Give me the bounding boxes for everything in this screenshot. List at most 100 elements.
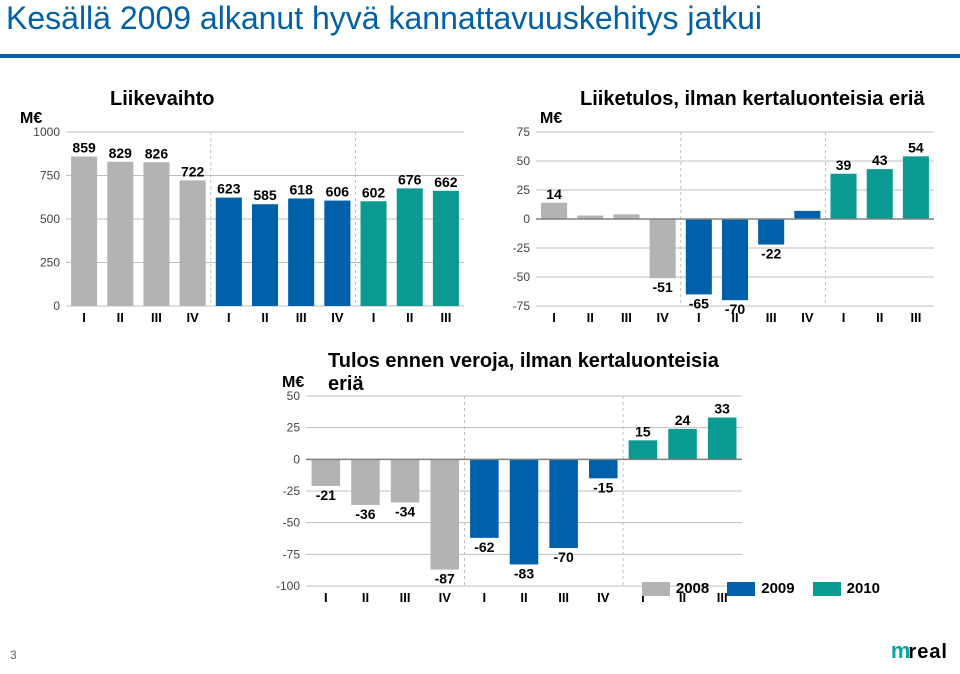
svg-text:I: I [842, 310, 846, 325]
svg-text:-87: -87 [435, 571, 455, 587]
svg-text:II: II [520, 590, 527, 605]
svg-text:-34: -34 [395, 503, 415, 519]
svg-text:I: I [372, 310, 376, 325]
chart-liiketulos: Liiketulos, ilman kertaluonteisia eriä M… [490, 88, 940, 328]
svg-text:I: I [697, 310, 701, 325]
svg-text:I: I [552, 310, 556, 325]
title-rule [0, 54, 960, 58]
svg-text:IV: IV [656, 310, 669, 325]
legend-swatch-2010 [813, 582, 841, 596]
svg-text:33: 33 [714, 401, 730, 417]
legend-item-2010: 2010 [813, 580, 880, 597]
svg-text:25: 25 [517, 183, 531, 197]
chart-tulos: Tulos ennen veroja, ilman kertaluonteisi… [250, 350, 750, 610]
legend: 2008 2009 2010 [642, 580, 880, 597]
svg-text:-75: -75 [513, 299, 531, 313]
svg-text:IV: IV [331, 310, 344, 325]
legend-swatch-2009 [727, 582, 755, 596]
svg-text:III: III [296, 310, 307, 325]
svg-text:0: 0 [523, 212, 530, 226]
svg-text:II: II [587, 310, 594, 325]
svg-text:IV: IV [597, 590, 610, 605]
svg-text:-75: -75 [283, 547, 301, 561]
svg-text:-25: -25 [513, 241, 531, 255]
slide: { "title": "Kesällä 2009 alkanut hyvä ka… [0, 0, 960, 674]
chart1-svg: 02505007501000859I829II826III722IV623I58… [20, 88, 470, 328]
svg-text:662: 662 [434, 174, 458, 190]
logo: mreal [891, 638, 948, 664]
chart3-axis-title: M€ [282, 374, 304, 392]
svg-text:829: 829 [109, 145, 133, 161]
svg-text:III: III [440, 310, 451, 325]
svg-text:722: 722 [181, 163, 205, 179]
chart1-title: Liikevaihto [110, 88, 214, 111]
svg-text:-15: -15 [593, 479, 613, 495]
legend-swatch-2008 [642, 582, 670, 596]
svg-text:-62: -62 [474, 539, 494, 555]
svg-text:859: 859 [72, 140, 96, 156]
svg-text:I: I [324, 590, 328, 605]
svg-text:676: 676 [398, 171, 422, 187]
svg-text:-36: -36 [355, 506, 375, 522]
svg-text:618: 618 [290, 181, 314, 197]
svg-text:75: 75 [517, 125, 531, 139]
svg-text:III: III [910, 310, 921, 325]
svg-text:-70: -70 [554, 549, 574, 565]
svg-text:III: III [766, 310, 777, 325]
svg-text:-21: -21 [316, 487, 336, 503]
svg-text:-83: -83 [514, 565, 534, 581]
svg-text:III: III [558, 590, 569, 605]
chart3-title: Tulos ennen veroja, ilman kertaluonteisi… [328, 350, 750, 396]
svg-text:826: 826 [145, 145, 169, 161]
svg-text:54: 54 [908, 139, 924, 155]
chart1-axis-title: M€ [20, 110, 42, 128]
svg-text:500: 500 [40, 212, 60, 226]
legend-item-2008: 2008 [642, 580, 709, 597]
svg-text:43: 43 [872, 152, 888, 168]
svg-text:-51: -51 [653, 279, 673, 295]
svg-text:III: III [400, 590, 411, 605]
svg-text:602: 602 [362, 184, 386, 200]
svg-text:IV: IV [186, 310, 199, 325]
svg-text:585: 585 [253, 187, 277, 203]
svg-text:15: 15 [635, 423, 651, 439]
svg-text:II: II [876, 310, 883, 325]
svg-text:I: I [483, 590, 487, 605]
svg-text:623: 623 [217, 181, 241, 197]
chart2-title: Liiketulos, ilman kertaluonteisia eriä [580, 88, 925, 111]
svg-text:I: I [82, 310, 86, 325]
svg-text:II: II [117, 310, 124, 325]
svg-text:-22: -22 [761, 246, 781, 262]
svg-text:-100: -100 [276, 579, 300, 593]
svg-text:-50: -50 [513, 270, 531, 284]
svg-text:-65: -65 [689, 295, 709, 311]
svg-text:14: 14 [546, 186, 562, 202]
svg-text:606: 606 [326, 184, 350, 200]
svg-text:250: 250 [40, 256, 60, 270]
svg-text:750: 750 [40, 169, 60, 183]
svg-text:25: 25 [287, 421, 301, 435]
slide-title: Kesällä 2009 alkanut hyvä kannattavuuske… [0, 0, 960, 37]
svg-text:0: 0 [53, 299, 60, 313]
svg-text:III: III [621, 310, 632, 325]
svg-text:IV: IV [801, 310, 814, 325]
svg-text:-25: -25 [283, 484, 301, 498]
svg-text:24: 24 [675, 412, 691, 428]
svg-text:II: II [261, 310, 268, 325]
svg-text:III: III [151, 310, 162, 325]
svg-text:IV: IV [439, 590, 452, 605]
legend-item-2009: 2009 [727, 580, 794, 597]
logo-text: real [908, 641, 948, 663]
svg-text:II: II [731, 310, 738, 325]
svg-text:-50: -50 [283, 516, 301, 530]
svg-text:50: 50 [517, 154, 531, 168]
logo-dash-icon: m [891, 638, 909, 663]
svg-text:I: I [227, 310, 231, 325]
svg-text:II: II [406, 310, 413, 325]
chart2-axis-title: M€ [540, 110, 562, 128]
svg-text:II: II [362, 590, 369, 605]
chart-liikevaihto: Liikevaihto M€ 02505007501000859I829II82… [20, 88, 470, 328]
svg-text:0: 0 [293, 452, 300, 466]
svg-text:39: 39 [836, 157, 852, 173]
page-number: 3 [10, 648, 17, 662]
